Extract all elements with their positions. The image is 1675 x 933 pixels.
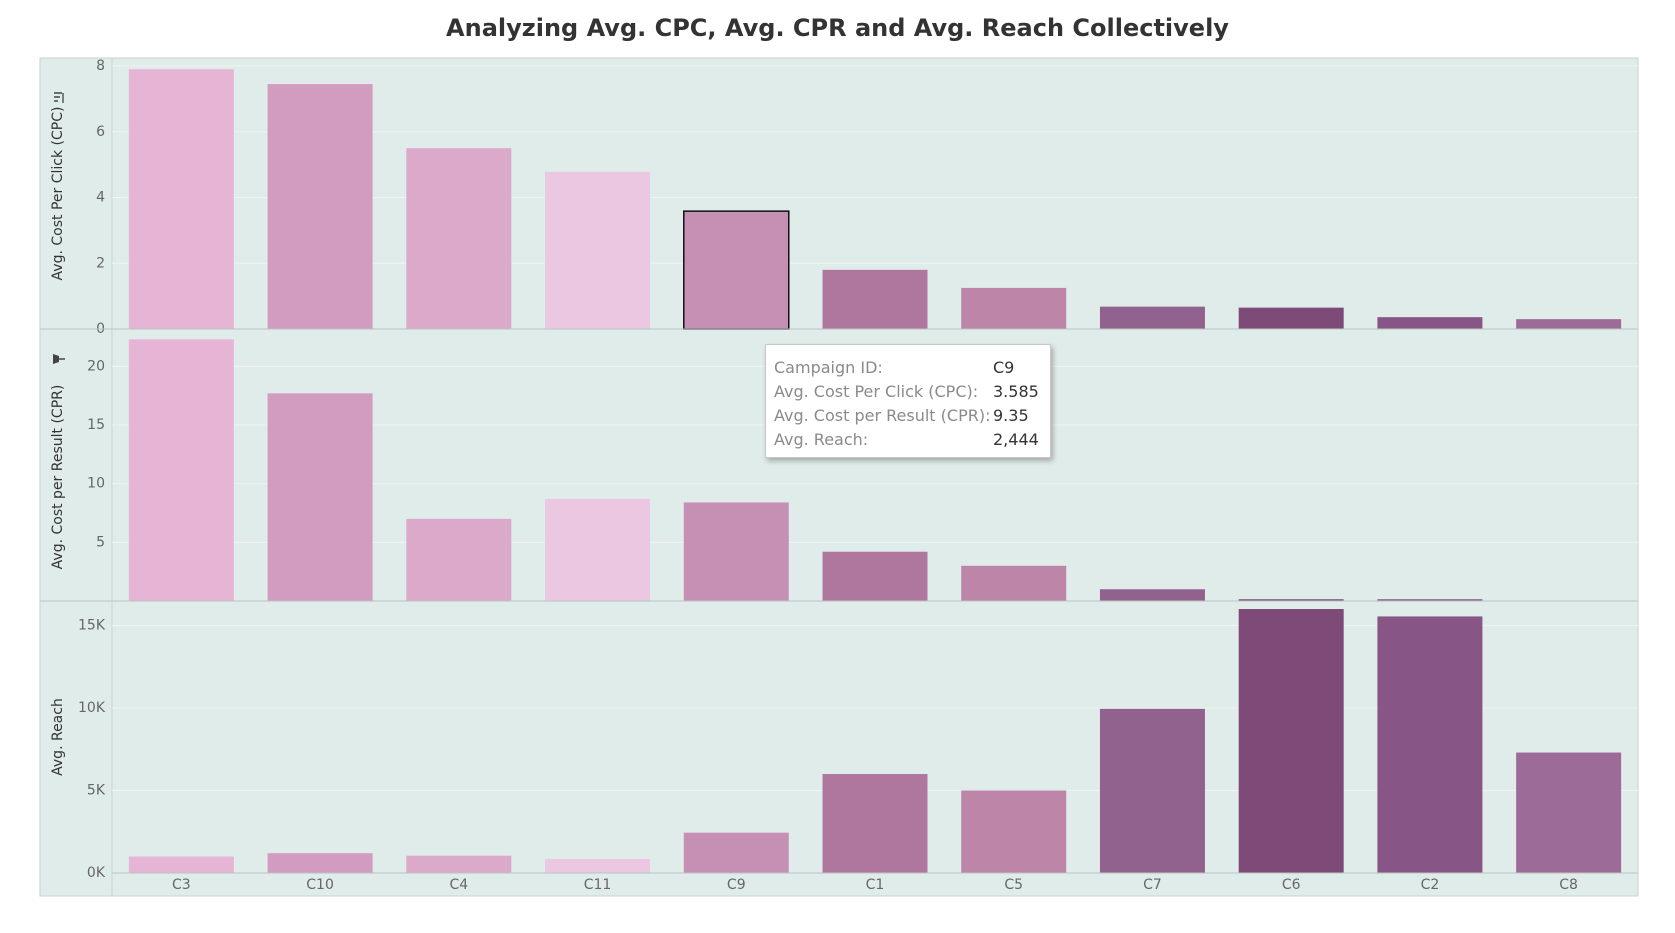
bar-c9 — [683, 210, 790, 330]
bar-c6 — [1238, 609, 1344, 873]
bar-c11 — [545, 171, 651, 329]
y-tick-label: 6 — [96, 124, 105, 140]
bar-c4 — [406, 148, 512, 329]
bar-c2 — [1377, 599, 1483, 601]
y-tick-label: 10 — [87, 476, 105, 492]
y-tick-label: 5 — [96, 534, 105, 550]
tooltip-row-reach: Avg. Reach: 2,444 — [774, 428, 1042, 452]
tooltip-label: Avg. Cost Per Click (CPC): — [774, 382, 979, 401]
bar-c7 — [1099, 306, 1205, 329]
y-tick-label: 0K — [87, 865, 106, 881]
pin-icon — [53, 354, 65, 364]
chart-title: Analyzing Avg. CPC, Avg. CPR and Avg. Re… — [446, 14, 1229, 42]
tooltip-value: 9.35 — [993, 406, 1029, 425]
x-tick-label: C4 — [449, 877, 468, 893]
y-axis-title: Avg. Cost Per Click (CPC) — [50, 107, 66, 281]
bar-c7 — [1099, 589, 1205, 601]
x-tick-label: C5 — [1004, 877, 1023, 893]
x-tick-label: C3 — [172, 877, 191, 893]
tooltip-label: Avg. Cost per Result (CPR): — [774, 406, 991, 425]
tooltip: Campaign ID: C9 Avg. Cost Per Click (CPC… — [765, 344, 1051, 458]
y-tick-label: 15 — [87, 417, 105, 433]
y-axis-title: Avg. Reach — [50, 698, 66, 776]
sort-descending-icon — [54, 92, 64, 103]
y-tick-label: 4 — [96, 190, 105, 206]
bar-c11 — [545, 858, 651, 873]
bar-c8 — [1516, 752, 1622, 873]
bar-c2 — [1377, 317, 1483, 329]
pin-head — [53, 354, 59, 364]
bars — [128, 69, 1622, 873]
bar-c1 — [822, 551, 928, 601]
y-tick-label: 2 — [96, 255, 105, 271]
bar-c5 — [961, 790, 1067, 873]
tooltip-value: C9 — [993, 358, 1015, 377]
y-tick-label: 8 — [96, 58, 105, 74]
x-tick-label: C2 — [1421, 877, 1440, 893]
x-tick-label: C1 — [866, 877, 885, 893]
bar-c3 — [128, 69, 234, 329]
bar-c4 — [406, 518, 512, 601]
bar-c5 — [961, 565, 1067, 601]
bar-c1 — [822, 774, 928, 873]
x-tick-label: C11 — [584, 877, 612, 893]
y-axis-title: Avg. Cost per Result (CPR) — [50, 385, 66, 570]
tooltip-value: 3.585 — [993, 382, 1039, 401]
bar-c8 — [1516, 319, 1622, 329]
tooltip-row-cpc: Avg. Cost Per Click (CPC): 3.585 — [774, 380, 1042, 404]
y-tick-label: 5K — [87, 783, 106, 799]
bar-c6 — [1238, 599, 1344, 601]
tooltip-label: Campaign ID: — [774, 358, 883, 377]
bar-c4 — [406, 855, 512, 873]
bar-c9 — [683, 502, 789, 601]
bar-c10 — [267, 84, 373, 329]
x-tick-label: C6 — [1282, 877, 1301, 893]
x-tick-label: C10 — [306, 877, 334, 893]
y-tick-label: 15K — [78, 618, 106, 634]
tooltip-label: Avg. Reach: — [774, 430, 869, 449]
bar-c1 — [822, 269, 928, 329]
tooltip-value: 2,444 — [993, 430, 1039, 449]
bar-c3 — [128, 339, 234, 601]
x-tick-label: C7 — [1143, 877, 1162, 893]
x-tick-label: C9 — [727, 877, 746, 893]
plot-border — [39, 57, 1639, 897]
bar-c2 — [1377, 616, 1483, 873]
bar-c5 — [961, 287, 1067, 329]
bar-c10 — [267, 393, 373, 601]
bar-c9 — [683, 832, 789, 873]
bar-c6 — [1238, 307, 1344, 329]
y-tick-label: 20 — [87, 358, 105, 374]
bar-c11 — [545, 498, 651, 601]
x-tick-label: C8 — [1559, 877, 1578, 893]
tooltip-row-cpr: Avg. Cost per Result (CPR): 9.35 — [774, 404, 1042, 428]
bar-c10 — [267, 853, 373, 873]
bar-c7 — [1099, 708, 1205, 873]
y-tick-label: 10K — [78, 700, 106, 716]
bar-c3 — [128, 856, 234, 873]
tooltip-row-campaign: Campaign ID: C9 — [774, 356, 1042, 380]
